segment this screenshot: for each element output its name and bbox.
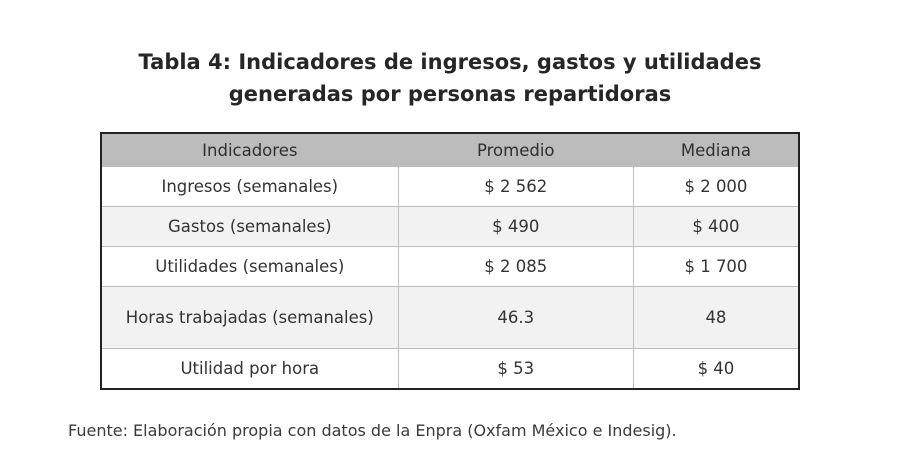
- row-label: Utilidades (semanales): [101, 246, 399, 287]
- table-row: Ingresos (semanales) $ 2 562 $ 2 000: [101, 166, 799, 207]
- row-label: Horas trabajadas (semanales): [101, 286, 399, 349]
- row-mediana: $ 2 000: [632, 166, 799, 207]
- source-note: Fuente: Elaboración propia con datos de …: [68, 421, 677, 440]
- table-row: Utilidades (semanales) $ 2 085 $ 1 700: [101, 246, 799, 287]
- row-mediana: 48: [632, 286, 799, 349]
- table-row: Gastos (semanales) $ 490 $ 400: [101, 206, 799, 247]
- table-title-line-2: generadas por personas repartidoras: [228, 82, 672, 106]
- row-mediana: $ 400: [632, 206, 799, 247]
- row-label: Utilidad por hora: [101, 348, 399, 389]
- row-label: Gastos (semanales): [101, 206, 399, 247]
- table-title: Tabla 4: Indicadores de ingresos, gastos…: [0, 46, 900, 110]
- row-promedio: 46.3: [397, 286, 634, 349]
- row-promedio: $ 2 562: [397, 166, 634, 207]
- row-mediana: $ 40: [632, 348, 799, 389]
- table-body: Ingresos (semanales) $ 2 562 $ 2 000 Gas…: [101, 166, 799, 389]
- table-row: Horas trabajadas (semanales) 46.3 48: [101, 286, 799, 349]
- row-mediana: $ 1 700: [632, 246, 799, 287]
- row-label: Ingresos (semanales): [101, 166, 399, 207]
- table-row: Utilidad por hora $ 53 $ 40: [101, 348, 799, 389]
- row-promedio: $ 2 085: [397, 246, 634, 287]
- indicators-table: Indicadores Promedio Mediana Ingresos (s…: [100, 132, 800, 390]
- header-row: Indicadores Promedio Mediana: [101, 133, 799, 167]
- row-promedio: $ 53: [397, 348, 634, 389]
- table-title-line-1: Tabla 4: Indicadores de ingresos, gastos…: [138, 50, 762, 74]
- row-promedio: $ 490: [397, 206, 634, 247]
- table-header: Indicadores Promedio Mediana: [101, 133, 799, 167]
- header-indicadores: Indicadores: [101, 133, 399, 167]
- header-promedio: Promedio: [397, 133, 634, 167]
- header-mediana: Mediana: [632, 133, 799, 167]
